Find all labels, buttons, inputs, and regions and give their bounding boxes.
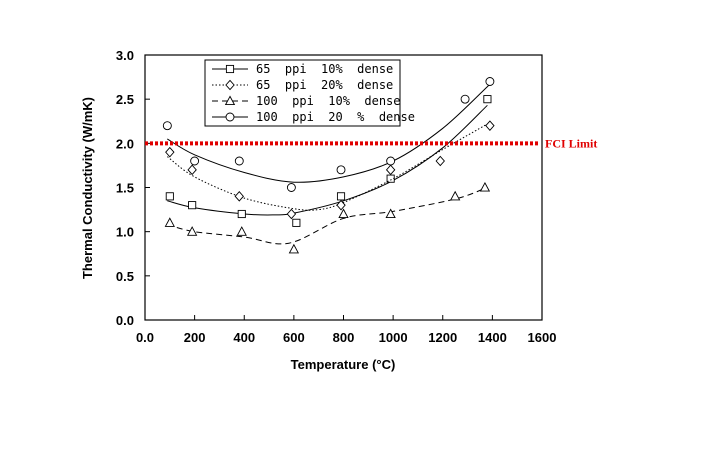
series-2-point: [385, 164, 396, 176]
series-2-point: [165, 146, 175, 158]
x-tick-label: 1400: [478, 330, 507, 345]
legend-marker-3: [224, 95, 236, 106]
series-2-point: [336, 199, 346, 211]
series-4-point: [336, 165, 346, 175]
series-2-point: [187, 164, 197, 176]
series-1-point: [188, 201, 197, 210]
series-3-point: [164, 217, 175, 227]
x-tick-label: 600: [283, 330, 305, 345]
y-tick-label: 0.5: [116, 269, 134, 284]
x-tick-label: 1200: [428, 330, 457, 345]
y-tick-label: 0.0: [116, 313, 134, 328]
legend-marker-2: [225, 79, 235, 91]
series-1-point: [483, 95, 492, 104]
series-4-point: [286, 183, 296, 192]
series-2-point: [485, 120, 495, 131]
series-3-point: [338, 208, 349, 219]
x-tick-label: 1600: [528, 330, 557, 345]
series-2-point: [234, 191, 244, 202]
legend-label-3: 100 ppi 10% dense: [256, 94, 401, 108]
series-3-point: [479, 181, 491, 192]
series-3-point: [288, 243, 300, 254]
series-2-point: [286, 208, 297, 220]
series-2: [165, 120, 495, 220]
series-1-point: [292, 218, 301, 227]
x-axis-title: Temperature (°C): [291, 357, 396, 372]
series-1-point: [336, 192, 346, 201]
legend-box: [204, 59, 401, 127]
legend-label-1: 65 ppi 10% dense: [256, 62, 393, 76]
series-4-point: [485, 77, 495, 86]
series-2-point: [435, 155, 445, 167]
series-3-point: [236, 226, 247, 236]
y-tick-label: 2.5: [116, 92, 134, 107]
legend-marker-1: [225, 64, 235, 74]
x-tick-label: 1000: [379, 330, 408, 345]
series-3-point: [385, 208, 396, 219]
series-4-point: [162, 121, 172, 131]
fci-limit-label: FCI Limit: [545, 136, 597, 150]
series-4-point: [190, 156, 200, 166]
series-3-point: [450, 190, 461, 201]
y-tick-label: 1.0: [116, 225, 134, 240]
x-tick-label: 0.0: [136, 330, 154, 345]
y-tick-label: 1.5: [116, 181, 134, 196]
x-tick-label: 800: [333, 330, 355, 345]
legend-label-4: 100 ppi 20 % dense: [256, 110, 415, 124]
legend-label-2: 65 ppi 20% dense: [256, 78, 393, 92]
y-tick-label: 2.0: [116, 136, 134, 151]
legend-marker-4: [225, 112, 235, 122]
series-4: [162, 77, 495, 192]
x-tick-label: 400: [233, 330, 255, 345]
y-axis-title: Thermal Conductivity (W/mK): [80, 97, 95, 279]
series-4-point: [386, 156, 396, 166]
series-1-point: [165, 192, 174, 201]
x-tick-label: 200: [184, 330, 206, 345]
series-3: [164, 181, 491, 254]
series-4-point: [234, 156, 244, 166]
series-1-point: [237, 209, 246, 219]
series-4-point: [460, 94, 470, 104]
series-3-point: [186, 226, 198, 236]
y-tick-label: 3.0: [116, 48, 134, 63]
series-4-fit-line: [167, 83, 491, 183]
